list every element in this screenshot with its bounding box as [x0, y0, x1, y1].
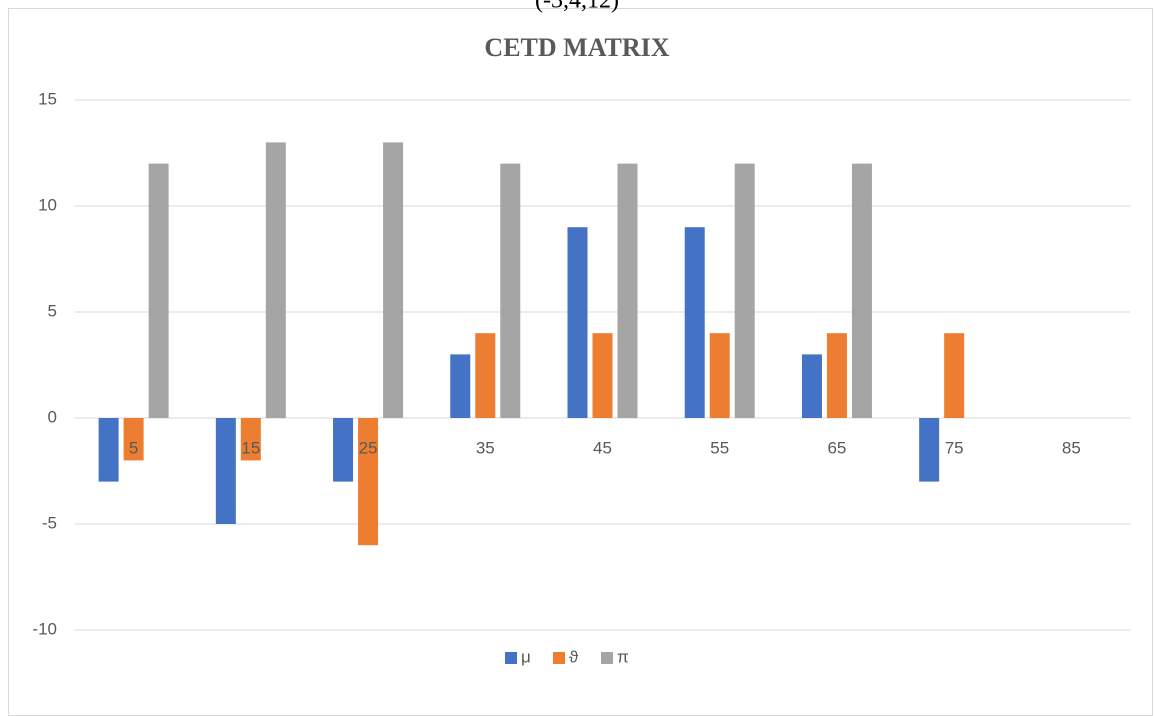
bar [851, 163, 872, 418]
bar [383, 142, 404, 418]
legend-swatch [601, 652, 613, 664]
bar [358, 418, 379, 546]
legend-label: μ [521, 647, 531, 666]
x-tick-label: 25 [359, 438, 378, 457]
bar [617, 163, 638, 418]
x-tick-label: 45 [593, 438, 612, 457]
x-tick-label: 65 [827, 438, 846, 457]
bar [148, 163, 169, 418]
legend-label: π [617, 647, 629, 666]
bar [333, 418, 354, 482]
bar [567, 227, 588, 418]
bar [240, 418, 261, 461]
bar [944, 333, 965, 418]
legend-label: ϑ [569, 647, 579, 666]
bar [450, 354, 471, 418]
x-tick-label: 5 [129, 438, 138, 457]
bar [826, 333, 847, 418]
bar [919, 418, 940, 482]
y-tick-label: 15 [38, 89, 57, 108]
bar [734, 163, 755, 418]
bar [475, 333, 496, 418]
bar [265, 142, 286, 418]
bar [98, 418, 119, 482]
bar [684, 227, 705, 418]
y-tick-label: 0 [48, 407, 57, 426]
caption: (-3,4,12) [535, 0, 619, 14]
y-tick-label: -10 [32, 619, 57, 638]
chart-title: CETD MATRIX [484, 33, 669, 62]
bar [500, 163, 521, 418]
x-tick-label: 15 [241, 438, 260, 457]
x-tick-label: 55 [710, 438, 729, 457]
bar [123, 418, 144, 461]
bar [592, 333, 613, 418]
y-tick-label: -5 [42, 513, 57, 532]
x-tick-label: 85 [1062, 438, 1081, 457]
y-tick-label: 10 [38, 195, 57, 214]
legend-swatch [553, 652, 565, 664]
bar [709, 333, 730, 418]
bar [801, 354, 822, 418]
x-tick-label: 75 [945, 438, 964, 457]
legend-swatch [505, 652, 517, 664]
y-tick-label: 5 [48, 301, 57, 320]
bar [215, 418, 236, 524]
x-tick-label: 35 [476, 438, 495, 457]
